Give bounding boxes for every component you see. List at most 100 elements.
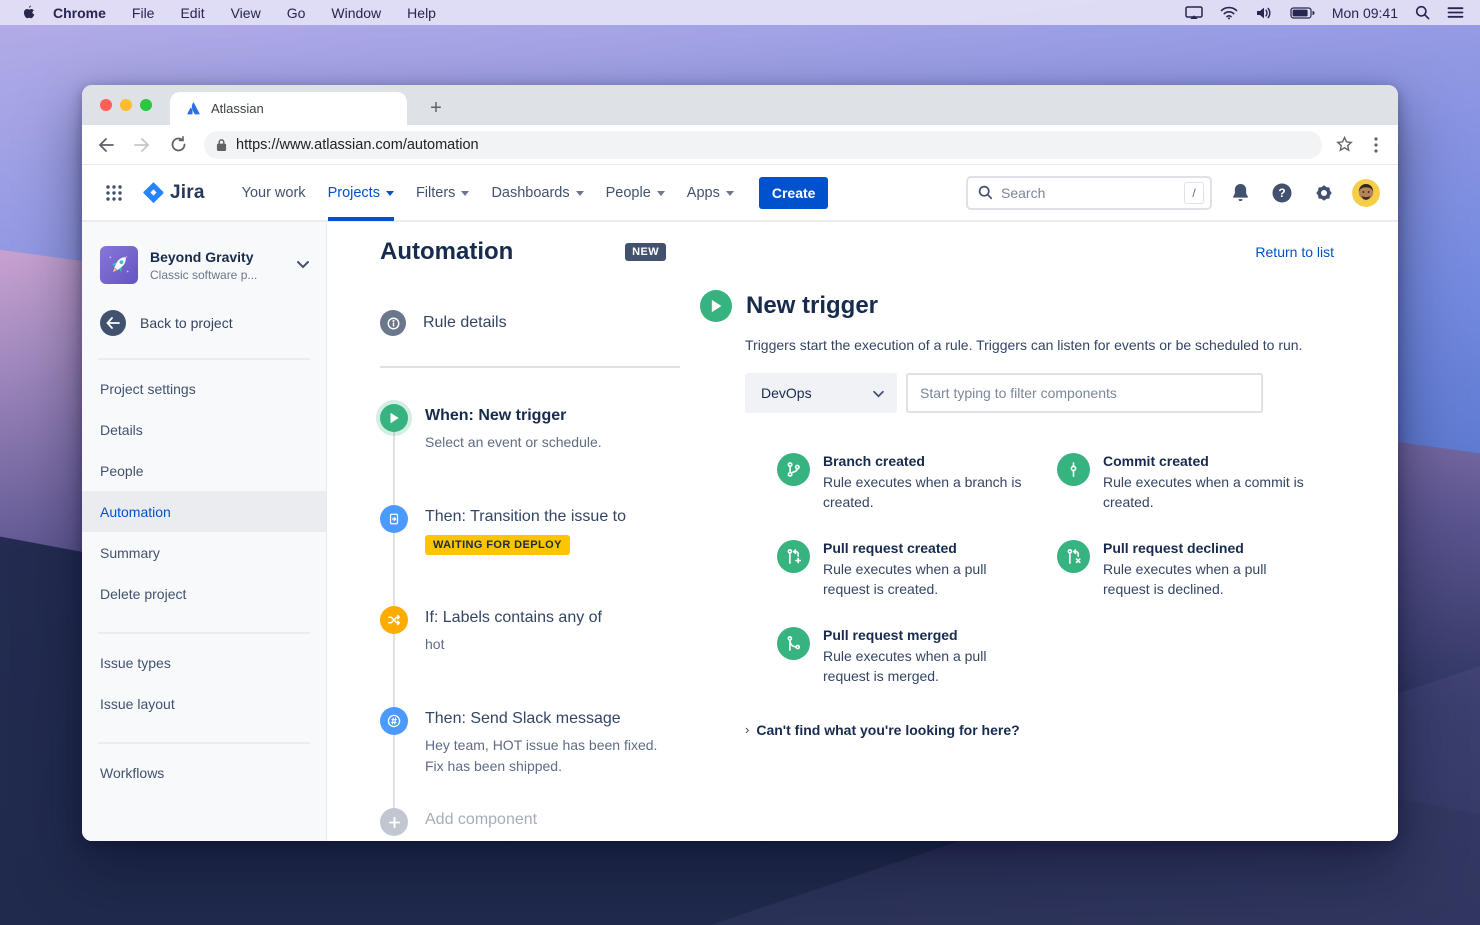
- sidebar-item-automation[interactable]: Automation: [82, 491, 326, 532]
- apple-menu-icon[interactable]: [20, 4, 35, 21]
- menu-file[interactable]: File: [131, 4, 155, 21]
- page-content: Beyond Gravity Classic software p... Bac…: [82, 222, 1398, 841]
- browser-menu-icon[interactable]: [1364, 133, 1388, 157]
- condition-shuffle-icon: [380, 606, 408, 634]
- project-avatar-rocket-icon: [100, 246, 138, 284]
- sidebar-item-people[interactable]: People: [100, 462, 144, 479]
- app-switcher-icon[interactable]: [102, 181, 126, 205]
- sidebar-item-issue-layout[interactable]: Issue layout: [100, 695, 175, 712]
- menu-go[interactable]: Go: [286, 4, 306, 21]
- step-title: Then: Send Slack message: [425, 710, 621, 727]
- step-subtitle: Select an event or schedule.: [425, 434, 602, 450]
- create-button[interactable]: Create: [758, 176, 829, 209]
- step-subtitle: Hey team, HOT issue has been fixed. Fix …: [425, 737, 658, 774]
- forward-icon[interactable]: [130, 133, 154, 157]
- category-dropdown[interactable]: DevOps: [745, 373, 897, 413]
- add-component[interactable]: Add component: [380, 808, 679, 836]
- notifications-bell-icon[interactable]: [1226, 179, 1254, 207]
- option-pull-request-merged[interactable]: Pull request merged Rule executes when a…: [777, 627, 1033, 686]
- spotlight-search-icon[interactable]: [1415, 5, 1430, 20]
- sidebar-item-issue-types[interactable]: Issue types: [100, 654, 171, 671]
- step-then-transition[interactable]: Then: Transition the issue to WAITING FO…: [380, 505, 679, 606]
- nav-people[interactable]: People: [606, 164, 665, 221]
- global-search[interactable]: /: [966, 175, 1212, 210]
- chevron-down-icon: [575, 191, 584, 196]
- step-if-labels[interactable]: If: Labels contains any of hot: [380, 606, 679, 707]
- rule-divider: [380, 366, 680, 368]
- back-icon[interactable]: [94, 133, 118, 157]
- nav-projects[interactable]: Projects: [327, 164, 394, 221]
- step-when-trigger[interactable]: When: New trigger Select an event or sch…: [380, 404, 679, 505]
- reload-icon[interactable]: [166, 133, 190, 157]
- option-title: Commit created: [1103, 453, 1209, 469]
- category-dropdown-value: DevOps: [761, 385, 812, 401]
- cant-find-label: Can't find what you're looking for here?: [756, 722, 1020, 738]
- browser-tab-atlassian[interactable]: Atlassian: [170, 92, 407, 125]
- menu-help[interactable]: Help: [407, 4, 436, 21]
- minimize-window-button[interactable]: [120, 99, 132, 111]
- pull-request-declined-icon: [1057, 540, 1090, 573]
- wifi-icon[interactable]: [1220, 6, 1238, 20]
- project-sidebar: Beyond Gravity Classic software p... Bac…: [82, 222, 327, 841]
- rule-details-item[interactable]: Rule details: [380, 310, 679, 336]
- menubar-app-name[interactable]: Chrome: [53, 4, 106, 21]
- sidebar-item-details[interactable]: Details: [100, 421, 143, 438]
- back-arrow-icon: [100, 310, 126, 336]
- pull-request-created-icon: [777, 540, 810, 573]
- menu-view[interactable]: View: [230, 4, 261, 21]
- chevron-down-icon: [872, 385, 885, 401]
- git-commit-icon: [1057, 453, 1090, 486]
- search-input[interactable]: [1001, 184, 1176, 201]
- nav-apps[interactable]: Apps: [687, 164, 734, 221]
- help-icon[interactable]: ?: [1268, 179, 1296, 207]
- option-commit-created[interactable]: Commit created Rule executes when a comm…: [1057, 453, 1313, 512]
- nav-your-work[interactable]: Your work: [241, 184, 306, 201]
- step-title: When: New trigger: [425, 407, 567, 424]
- rule-steps: When: New trigger Select an event or sch…: [380, 404, 679, 836]
- new-tab-button[interactable]: +: [430, 96, 442, 119]
- browser-toolbar: https://www.atlassian.com/automation: [82, 125, 1398, 165]
- sidebar-item-workflows[interactable]: Workflows: [100, 764, 165, 781]
- jira-logo[interactable]: Jira: [142, 181, 205, 204]
- menu-edit[interactable]: Edit: [180, 4, 205, 21]
- close-window-button[interactable]: [100, 99, 112, 111]
- option-branch-created[interactable]: Branch created Rule executes when a bran…: [777, 453, 1033, 512]
- panel-description: Triggers start the execution of a rule. …: [745, 337, 1303, 353]
- menu-window[interactable]: Window: [331, 4, 382, 21]
- back-to-project[interactable]: Back to project: [82, 284, 326, 336]
- project-switcher[interactable]: Beyond Gravity Classic software p...: [82, 222, 326, 284]
- new-badge: NEW: [625, 243, 666, 261]
- option-description: Rule executes when a commit is created.: [1103, 474, 1304, 510]
- transition-issue-icon: [380, 505, 408, 533]
- return-to-list-link[interactable]: Return to list: [1255, 244, 1334, 260]
- option-pull-request-created[interactable]: Pull request created Rule executes when …: [777, 540, 1033, 599]
- menubar-clock: Mon 09:41: [1331, 4, 1398, 21]
- settings-gear-icon[interactable]: [1310, 179, 1338, 207]
- address-bar[interactable]: https://www.atlassian.com/automation: [204, 130, 1322, 159]
- sidebar-item-summary[interactable]: Summary: [100, 544, 160, 561]
- option-description: Rule executes when a pull request is dec…: [1103, 561, 1267, 597]
- filter-components-input[interactable]: [906, 373, 1263, 413]
- cant-find-link[interactable]: › Can't find what you're looking for her…: [745, 722, 1334, 738]
- macos-menu-bar: Chrome File Edit View Go Window Help Mon…: [0, 0, 1480, 25]
- rule-details-label: Rule details: [423, 314, 507, 331]
- screen-mirroring-icon[interactable]: [1185, 5, 1203, 20]
- nav-dashboards[interactable]: Dashboards: [491, 164, 584, 221]
- sidebar-item-delete-project[interactable]: Delete project: [100, 585, 187, 602]
- volume-icon[interactable]: [1255, 6, 1273, 20]
- option-title: Branch created: [823, 453, 925, 469]
- step-send-slack[interactable]: Then: Send Slack message Hey team, HOT i…: [380, 707, 679, 808]
- sidebar-divider: [98, 358, 310, 360]
- atlassian-favicon: [186, 101, 201, 116]
- project-name: Beyond Gravity: [150, 248, 254, 265]
- chevron-down-icon[interactable]: [296, 256, 310, 274]
- bookmark-star-icon[interactable]: [1332, 133, 1356, 157]
- option-pull-request-declined[interactable]: Pull request declined Rule executes when…: [1057, 540, 1313, 599]
- sidebar-item-project-settings[interactable]: Project settings: [100, 380, 196, 397]
- battery-icon[interactable]: [1290, 6, 1315, 19]
- nav-filters[interactable]: Filters: [416, 164, 470, 221]
- notification-center-icon[interactable]: [1447, 6, 1464, 19]
- chevron-down-icon: [725, 191, 734, 196]
- zoom-window-button[interactable]: [140, 99, 152, 111]
- user-avatar[interactable]: [1352, 178, 1380, 207]
